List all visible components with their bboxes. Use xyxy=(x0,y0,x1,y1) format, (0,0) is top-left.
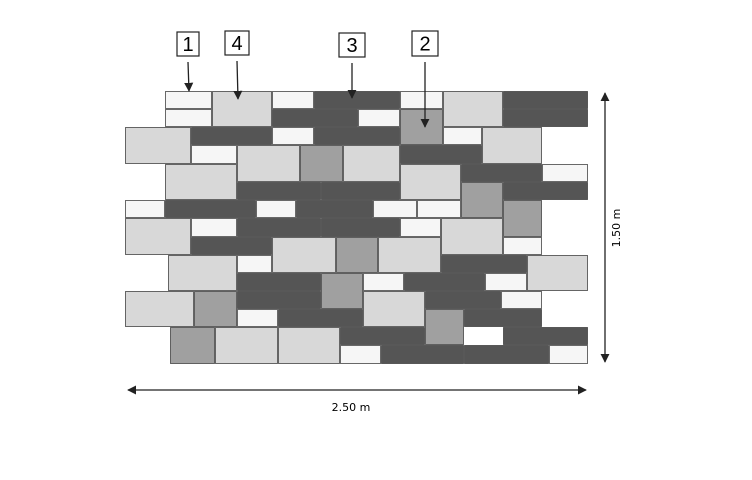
callout-box xyxy=(411,30,439,57)
stone xyxy=(191,145,237,164)
stone xyxy=(321,218,400,237)
stone xyxy=(194,291,237,327)
stone xyxy=(400,218,441,237)
stone xyxy=(125,291,194,327)
stone xyxy=(373,200,417,218)
stone xyxy=(170,327,215,364)
stone xyxy=(400,91,443,109)
stone xyxy=(278,327,340,364)
callout-label: 1 xyxy=(182,34,193,56)
stone xyxy=(272,237,336,273)
stone xyxy=(165,200,256,218)
stone xyxy=(343,145,400,182)
width-label: 2.50 m xyxy=(332,401,371,414)
callout-label: 2 xyxy=(419,34,430,56)
callout-label: 3 xyxy=(346,35,357,57)
stone-wall xyxy=(125,91,588,364)
stone xyxy=(378,237,441,273)
stone xyxy=(503,237,542,255)
stone xyxy=(314,127,400,145)
callout-label: 4 xyxy=(231,33,242,55)
stone xyxy=(461,182,503,218)
stone xyxy=(300,145,343,182)
stone xyxy=(363,291,425,327)
stone xyxy=(336,237,378,273)
stone xyxy=(340,327,425,345)
stone xyxy=(165,164,237,200)
stone xyxy=(272,109,358,127)
stone xyxy=(381,345,464,364)
stone xyxy=(400,145,482,164)
stone xyxy=(168,255,237,291)
callouts: 1 4 3 2 xyxy=(176,30,439,128)
callout-arrow xyxy=(184,61,194,92)
stone xyxy=(125,127,191,164)
stone xyxy=(461,164,542,182)
stone xyxy=(464,309,542,327)
stone xyxy=(400,164,461,200)
stone xyxy=(503,182,588,200)
stone xyxy=(340,345,381,364)
stone xyxy=(237,255,272,273)
stone xyxy=(165,91,212,109)
stone xyxy=(321,182,400,200)
stone xyxy=(542,164,588,182)
stone xyxy=(503,91,588,109)
stone xyxy=(549,345,588,364)
stone xyxy=(321,273,363,309)
stone xyxy=(237,145,300,182)
stone xyxy=(417,200,461,218)
stone xyxy=(527,255,588,291)
stone xyxy=(503,327,588,345)
stone xyxy=(278,309,363,327)
stone xyxy=(358,109,400,127)
stone xyxy=(237,218,321,237)
stone xyxy=(404,273,485,291)
stone xyxy=(425,291,501,309)
stone xyxy=(485,273,527,291)
stone xyxy=(425,309,464,345)
stone xyxy=(256,200,296,218)
callout-box xyxy=(176,31,200,57)
stone xyxy=(191,237,272,255)
stone xyxy=(314,91,400,109)
stone xyxy=(191,218,237,237)
stone xyxy=(191,127,272,145)
stone xyxy=(503,200,542,237)
stone xyxy=(272,91,314,109)
stone xyxy=(165,109,212,127)
stone xyxy=(443,127,482,145)
callout-box xyxy=(224,30,250,56)
stone xyxy=(443,91,503,127)
stone xyxy=(441,255,527,273)
stone xyxy=(212,91,272,127)
stone xyxy=(503,109,588,127)
callout-box xyxy=(338,32,366,58)
stone xyxy=(237,273,321,291)
stone xyxy=(272,127,314,145)
stone xyxy=(125,200,165,218)
stone xyxy=(237,309,278,327)
stone xyxy=(501,291,542,309)
stone xyxy=(296,200,373,218)
stone xyxy=(464,345,549,364)
stone xyxy=(237,182,321,200)
stone xyxy=(215,327,278,364)
stone xyxy=(125,218,191,255)
stone xyxy=(363,273,404,291)
height-label: 1.50 m xyxy=(610,209,623,248)
stone xyxy=(441,218,503,255)
callout-arrow xyxy=(233,60,243,100)
stone xyxy=(482,127,542,164)
stone xyxy=(237,291,321,309)
stone xyxy=(400,109,443,145)
